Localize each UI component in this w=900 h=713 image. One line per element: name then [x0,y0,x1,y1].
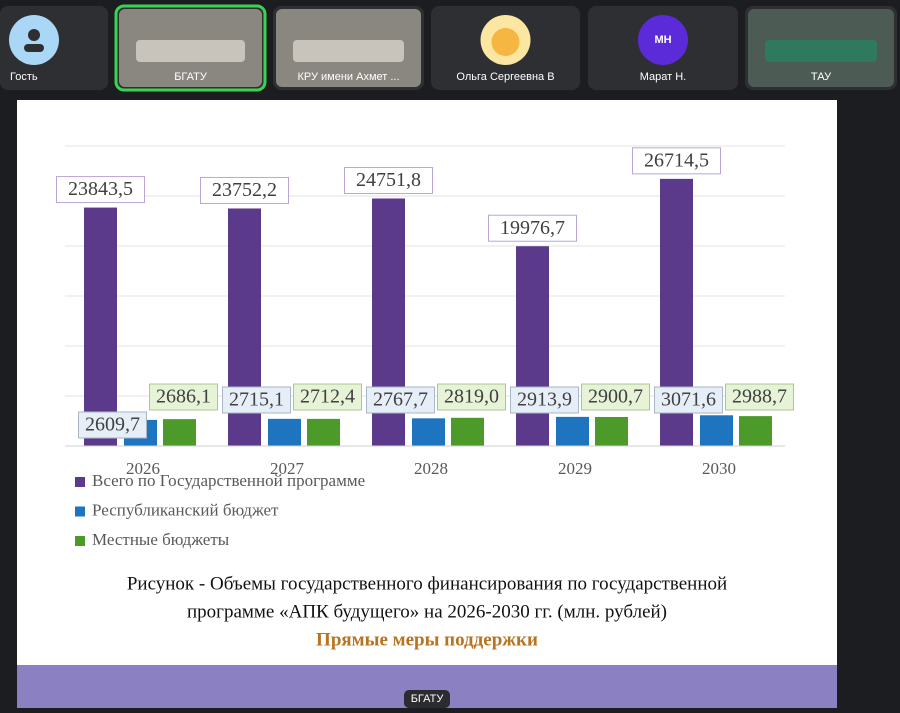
data-label-box [222,386,291,414]
avatar-body [24,44,44,52]
data-label-box [654,386,723,414]
x-tick-label: 2030 [702,459,736,478]
legend-swatch [75,477,85,487]
legend-swatch [75,536,85,546]
data-label: 2913,9 [517,389,572,411]
data-label: 2767,7 [373,389,428,411]
data-label: 23843,5 [68,178,133,200]
data-label: 24751,8 [356,169,421,191]
data-label-box [78,411,147,439]
avatar-head [28,29,40,41]
caption: программе «АПК будущего» на 2026-2030 гг… [187,601,667,622]
bar [451,417,484,446]
bar [556,416,589,446]
data-label-box [366,386,435,414]
x-tick-label: 2029 [558,459,592,478]
data-label: 23752,2 [212,179,277,201]
data-label: 2609,7 [85,414,140,436]
bar [595,416,628,446]
subtitle: Прямые меры поддержки [316,629,538,650]
bar [412,418,445,446]
participant-name: КРУ имени Ахмет ... [297,71,399,83]
data-label-box [149,383,218,411]
data-label: 26714,5 [644,149,709,171]
avatar [638,15,688,65]
legend-swatch [75,506,85,517]
video-table [293,40,404,62]
avatar-initials: МН [654,34,671,46]
data-label-box [200,176,289,204]
data-label: 2988,7 [732,386,787,408]
data-label: 2900,7 [588,386,643,408]
bar [739,416,772,446]
x-tick-label: 2028 [414,459,448,478]
presenter-label: БГАТУ [411,693,445,705]
cat-face [491,28,520,56]
data-label: 2819,0 [444,386,499,408]
presenter-badge [404,690,450,708]
x-tick-label: 2026 [126,459,160,478]
participant-name: Ольга Сергеевна В [456,71,554,83]
caption: Рисунок - Объемы государственного финанс… [127,573,727,594]
participant-name: БГАТУ [174,71,208,83]
data-label: 3071,6 [661,389,716,411]
chart: 2026 23843,5 2609,7 2686,1 2027 23752,2 2715,1… [56,145,794,650]
data-label-box [293,383,362,411]
participant-name: Гость [10,71,38,83]
bar [163,419,196,446]
bar [516,246,549,446]
legend-label: Республиканский бюджет [92,500,279,519]
data-label-box [344,166,433,194]
x-tick-label: 2027 [270,459,305,478]
data-label-box [581,383,650,411]
data-label: 2715,1 [229,389,284,411]
legend-label: Местные бюджеты [92,530,230,549]
bar [268,418,301,446]
data-label-box [437,383,506,411]
participant-strip: Гость БГАТУ КРУ имени Ахмет ... Ольга Серге… [0,4,897,92]
data-label-box [488,214,577,242]
video-table [136,40,245,62]
data-label-box [725,383,794,411]
video-table [765,40,877,62]
bar [84,207,117,446]
bar [700,415,733,446]
bar [307,418,340,446]
legend-label: Всего по Государственной программе [92,471,365,490]
participant-name: Марат Н. [640,71,687,83]
data-label: 19976,7 [500,217,565,239]
data-label: 2686,1 [156,386,211,408]
participant-name: ТАУ [811,71,832,83]
data-label-box [510,386,579,414]
data-label-box [56,176,145,204]
data-label: 2712,4 [300,386,355,408]
data-label-box [632,147,721,175]
